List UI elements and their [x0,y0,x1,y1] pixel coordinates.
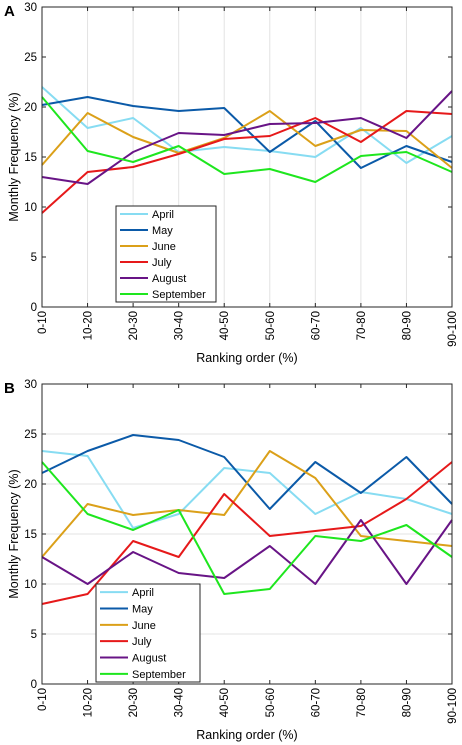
legend-label: April [132,587,154,599]
y-axis-label: Monthly Frequency (%) [7,92,21,221]
legend-label: September [132,669,186,681]
x-tick-label: 10-20 [83,311,95,340]
y-tick-label: 30 [24,379,37,391]
plot-frame [41,6,453,308]
series-line-september [41,461,453,595]
y-tick-label: 5 [31,629,37,641]
y-tick-label: 15 [24,529,37,541]
y-tick-label: 15 [24,152,37,164]
y-axis-label: Monthly Frequency (%) [7,469,21,598]
series-line-september [41,96,453,183]
x-tick-label: 70-80 [356,688,368,717]
x-axis-label: Ranking order (%) [196,728,297,742]
series-line-august [41,519,453,585]
x-tick-label: 90-100 [447,311,459,347]
legend: April May June July August September [115,205,217,303]
x-tick-label: 40-50 [219,311,231,340]
legend-label: August [152,273,186,285]
panel-letter: A [4,3,15,20]
panel-b: 0 5 10 15 20 25 30 0-10 10-20 20-30 30-40 40-50 50-6… [4,379,459,742]
legend-label: April [152,209,174,221]
legend-label: May [132,604,153,616]
x-tick-label: 40-50 [219,688,231,717]
series-line-july [41,110,453,214]
series-line-may [41,434,453,510]
x-tick-label: 0-10 [37,688,49,711]
x-tick-label: 90-100 [447,688,459,724]
y-tick-label: 0 [31,679,37,691]
legend-label: July [132,636,152,648]
x-tick-label: 50-60 [265,688,277,717]
x-tick-label: 50-60 [265,311,277,340]
x-tick-label: 60-70 [310,311,322,340]
legend-label: June [152,241,176,253]
x-tick-label: 80-90 [401,688,413,717]
legend-label: June [132,620,156,632]
series-line-april [41,450,453,529]
x-tick-label: 80-90 [401,311,413,340]
series-line-june [41,110,453,169]
panel-letter: B [4,380,15,397]
x-tick-label: 60-70 [310,688,322,717]
legend-box [115,205,217,303]
y-tick-label: 10 [24,579,37,591]
y-tick-label: 20 [24,479,37,491]
series-line-april [41,86,453,164]
series-line-june [41,450,453,558]
panel-a: 0 5 10 15 20 25 30 0-10 10-20 20-30 30-40 40-50 50-6… [4,2,459,365]
series-line-august [41,90,453,185]
x-tick-label: 30-40 [174,688,186,717]
legend-label: August [132,653,166,665]
legend-label: July [152,257,172,269]
y-tick-label: 25 [24,52,37,64]
y-tick-label: 5 [31,252,37,264]
y-tick-label: 20 [24,102,37,114]
x-tick-label: 20-30 [128,688,140,717]
x-tick-label: 70-80 [356,311,368,340]
x-tick-label: 0-10 [37,311,49,334]
legend-label: September [152,289,206,301]
y-tick-label: 30 [24,2,37,14]
x-tick-label: 10-20 [83,688,95,717]
x-tick-label: 30-40 [174,311,186,340]
legend: April May June July August September [95,583,201,683]
legend-label: May [152,225,173,237]
y-tick-label: 10 [24,202,37,214]
legend-box [95,583,201,683]
x-axis-label: Ranking order (%) [196,351,297,365]
series-line-may [41,96,453,169]
y-tick-label: 25 [24,429,37,441]
x-tick-label: 20-30 [128,311,140,340]
y-tick-label: 0 [31,302,37,314]
